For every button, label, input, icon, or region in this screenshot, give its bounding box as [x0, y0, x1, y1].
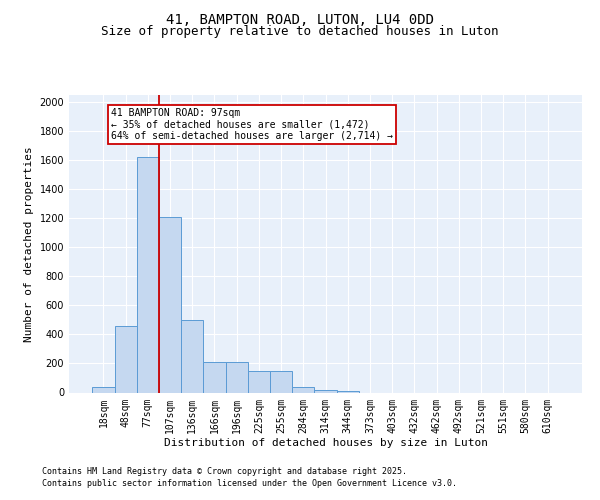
Text: 41 BAMPTON ROAD: 97sqm
← 35% of detached houses are smaller (1,472)
64% of semi-: 41 BAMPTON ROAD: 97sqm ← 35% of detached… — [111, 108, 393, 142]
Bar — [159, 217, 181, 392]
Bar — [314, 390, 337, 392]
Bar — [92, 388, 115, 392]
Text: Contains HM Land Registry data © Crown copyright and database right 2025.: Contains HM Land Registry data © Crown c… — [42, 467, 407, 476]
Text: 41, BAMPTON ROAD, LUTON, LU4 0DD: 41, BAMPTON ROAD, LUTON, LU4 0DD — [166, 12, 434, 26]
Text: Size of property relative to detached houses in Luton: Size of property relative to detached ho… — [101, 25, 499, 38]
Bar — [203, 362, 226, 392]
Bar — [292, 388, 314, 392]
Bar — [226, 362, 248, 392]
Text: Contains public sector information licensed under the Open Government Licence v3: Contains public sector information licen… — [42, 478, 457, 488]
Y-axis label: Number of detached properties: Number of detached properties — [24, 146, 34, 342]
Bar — [248, 370, 270, 392]
Bar — [137, 158, 159, 392]
Bar — [115, 326, 137, 392]
Bar — [270, 370, 292, 392]
Bar — [337, 391, 359, 392]
Bar — [181, 320, 203, 392]
X-axis label: Distribution of detached houses by size in Luton: Distribution of detached houses by size … — [163, 438, 487, 448]
